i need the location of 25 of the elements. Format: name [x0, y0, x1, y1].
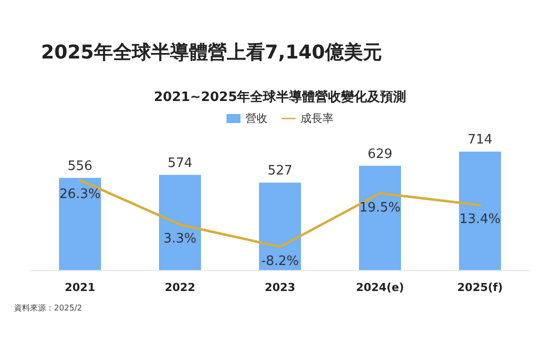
- chart-subtitle: 2021~2025年全球半導體營收變化及預測: [154, 89, 406, 105]
- data-label: 714: [468, 132, 492, 148]
- x-tick-label: 2021: [64, 281, 96, 294]
- data-label: 19.5%: [359, 200, 401, 216]
- x-tick-label: 2025(f): [457, 281, 503, 294]
- bar: [59, 178, 101, 270]
- chart-title: 2025年全球半導體營上看7,140億美元: [41, 42, 382, 64]
- source-note: 資料來源：2025/2: [14, 304, 82, 312]
- legend-label: 營收: [246, 112, 268, 125]
- data-label: 629: [368, 146, 392, 162]
- data-label: 556: [68, 158, 92, 174]
- bar: [159, 174, 201, 270]
- data-label: -8.2%: [261, 254, 299, 269]
- data-label: 3.3%: [163, 232, 197, 247]
- x-tick-label: 2024(e): [356, 281, 404, 294]
- legend-label: 成長率: [300, 112, 334, 125]
- x-tick-label: 2022: [164, 281, 196, 294]
- data-label: 13.4%: [459, 212, 501, 228]
- bar: [359, 166, 401, 270]
- bar: [459, 152, 501, 270]
- data-label: 527: [268, 164, 292, 179]
- data-label: 574: [168, 156, 192, 171]
- x-tick-label: 2023: [264, 281, 296, 294]
- data-label: 26.3%: [59, 187, 101, 202]
- bar: [259, 182, 301, 270]
